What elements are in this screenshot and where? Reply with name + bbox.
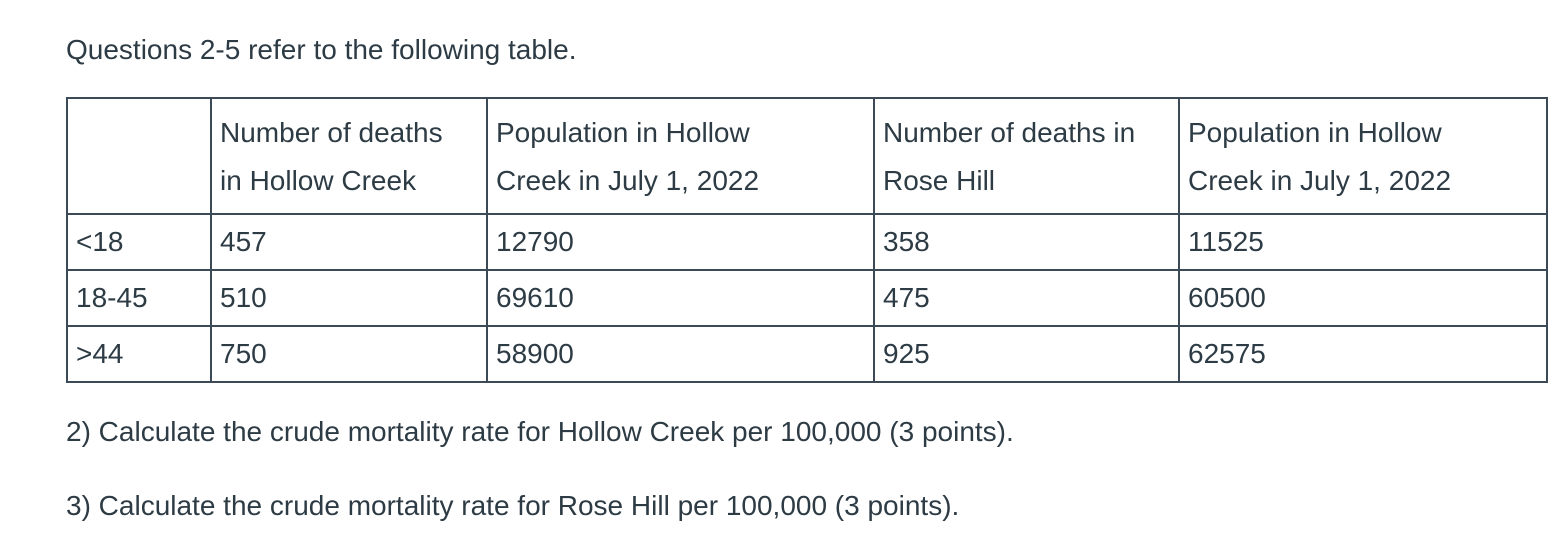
row-label-cell: >44	[66, 325, 212, 383]
header-cell-population-rose-hill: Population in Hollow Creek in July 1, 20…	[1178, 97, 1548, 215]
table-cell: 58900	[486, 325, 875, 383]
intro-text: Questions 2-5 refer to the following tab…	[66, 34, 577, 65]
table-header-row: Number of deaths in Hollow Creek Populat…	[66, 97, 1548, 215]
header-line: Number of deaths	[220, 117, 443, 148]
table-cell: 510	[210, 269, 488, 327]
table-row-under-18: <18 457 12790 358 11525	[66, 213, 1548, 271]
table-row-over-44: >44 750 58900 925 62575	[66, 325, 1548, 383]
header-cell-population-hollow-creek: Population in Hollow Creek in July 1, 20…	[486, 97, 875, 215]
table-cell: 11525	[1178, 213, 1548, 271]
table-cell: 358	[873, 213, 1180, 271]
table-cell: 12790	[486, 213, 875, 271]
header-line: Population in Hollow	[496, 117, 750, 148]
row-label-cell: 18-45	[66, 269, 212, 327]
header-cell-age-group	[66, 97, 212, 215]
table-cell: 62575	[1178, 325, 1548, 383]
table-cell: 457	[210, 213, 488, 271]
header-line: Creek in July 1, 2022	[496, 165, 760, 196]
table-row-18-45: 18-45 510 69610 475 60500	[66, 269, 1548, 327]
table-cell: 69610	[486, 269, 875, 327]
header-cell-deaths-rose-hill: Number of deaths in Rose Hill	[873, 97, 1180, 215]
header-cell-deaths-hollow-creek: Number of deaths in Hollow Creek	[210, 97, 488, 215]
header-line: Creek in July 1, 2022	[1188, 165, 1452, 196]
header-line: in Hollow Creek	[220, 165, 417, 196]
mortality-table: Number of deaths in Hollow Creek Populat…	[66, 97, 1548, 383]
table-cell: 750	[210, 325, 488, 383]
table-cell: 475	[873, 269, 1180, 327]
question-2-text: 2) Calculate the crude mortality rate fo…	[66, 416, 1014, 447]
quiz-content-page: Questions 2-5 refer to the following tab…	[66, 34, 1548, 521]
question-3-text: 3) Calculate the crude mortality rate fo…	[66, 490, 960, 521]
header-line: Rose Hill	[883, 165, 996, 196]
header-line: Population in Hollow	[1188, 117, 1442, 148]
table-cell: 925	[873, 325, 1180, 383]
table-cell: 60500	[1178, 269, 1548, 327]
header-line: Number of deaths in	[883, 117, 1136, 148]
row-label-cell: <18	[66, 213, 212, 271]
